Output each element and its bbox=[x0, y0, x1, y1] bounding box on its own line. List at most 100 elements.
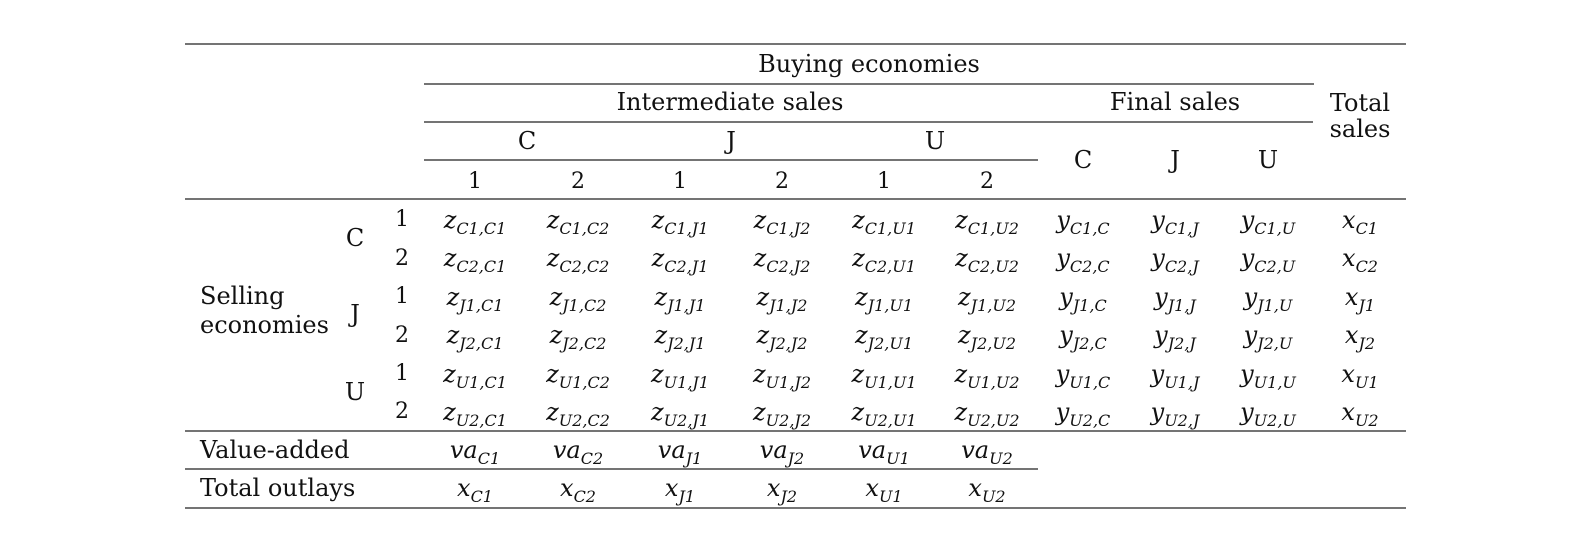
table-cell: yJ1,U bbox=[1243, 283, 1293, 315]
table-cell: zJ2,C1 bbox=[446, 321, 504, 353]
header-sector: 2 bbox=[571, 169, 585, 194]
stub-sector: 1 bbox=[395, 207, 409, 232]
header-sector: 2 bbox=[775, 169, 789, 194]
stub-country-j: J bbox=[347, 300, 360, 328]
table-cell: zU2,C1 bbox=[442, 398, 507, 430]
table-cell: xJ2 bbox=[1345, 321, 1375, 353]
table-cell: zC2,C2 bbox=[546, 244, 610, 276]
table-cell: zC2,U2 bbox=[954, 244, 1019, 276]
table-cell: yJ1,J bbox=[1153, 283, 1197, 315]
table-cell: zJ2,J2 bbox=[756, 321, 808, 353]
table-cell: yU2,J bbox=[1150, 398, 1201, 430]
table-cell: zU1,U2 bbox=[953, 360, 1019, 392]
table-cell: yC2,J bbox=[1150, 244, 1200, 276]
table-cell: zU2,J1 bbox=[650, 398, 709, 430]
stub-sector: 2 bbox=[395, 399, 409, 424]
value-added-cell: vaJ2 bbox=[760, 436, 804, 468]
intermediate-sales-header: Intermediate sales bbox=[617, 88, 844, 116]
total-sales-header-line1: Total bbox=[1330, 89, 1390, 117]
total-sales-header-line2: sales bbox=[1330, 115, 1391, 143]
final-country-u: U bbox=[1258, 146, 1278, 174]
table-cell: zU1,U1 bbox=[850, 360, 916, 392]
table-cell: yC1,C bbox=[1055, 206, 1109, 238]
table-cell: zU1,J1 bbox=[650, 360, 709, 392]
table-cell: xU1 bbox=[1341, 360, 1378, 392]
table-cell: zC2,J1 bbox=[651, 244, 709, 276]
table-cell: zU2,J2 bbox=[752, 398, 811, 430]
table-cell: zJ1,J1 bbox=[654, 283, 706, 315]
table-cell: xC2 bbox=[1342, 244, 1378, 276]
table-cell: yU1,C bbox=[1055, 360, 1111, 392]
stub-sector: 2 bbox=[395, 246, 409, 271]
table-cell: zJ2,J1 bbox=[654, 321, 706, 353]
table-cell: zU2,U2 bbox=[953, 398, 1019, 430]
table-cell: zU2,U1 bbox=[850, 398, 916, 430]
table-cell: zC2,U1 bbox=[851, 244, 916, 276]
table-cell: xJ1 bbox=[1345, 283, 1375, 315]
header-country-c: C bbox=[518, 127, 536, 155]
header-country-u: U bbox=[925, 127, 945, 155]
table-cell: zJ1,C2 bbox=[549, 283, 607, 315]
header-sector: 1 bbox=[877, 169, 891, 194]
table-cell: zJ2,U1 bbox=[854, 321, 913, 353]
total-outlays-cell: xC2 bbox=[560, 474, 596, 506]
table-cell: yJ2,J bbox=[1153, 321, 1197, 353]
final-country-c: C bbox=[1074, 146, 1092, 174]
table-cell: zC1,U1 bbox=[851, 206, 916, 238]
table-cell: zJ2,U2 bbox=[957, 321, 1016, 353]
final-sales-header: Final sales bbox=[1110, 88, 1240, 116]
selling-economies-label-line2: economies bbox=[200, 311, 329, 339]
table-cell: zC1,C1 bbox=[443, 206, 507, 238]
table-cell: yC1,U bbox=[1240, 206, 1296, 238]
stub-sector: 1 bbox=[395, 361, 409, 386]
selling-economies-label-line1: Selling bbox=[200, 282, 285, 310]
table-cell: zU1,C2 bbox=[545, 360, 610, 392]
total-outlays-cell: xU2 bbox=[968, 474, 1005, 506]
value-added-cell: vaJ1 bbox=[658, 436, 702, 468]
stub-country-c: C bbox=[346, 224, 364, 252]
table-cell: yJ1,C bbox=[1058, 283, 1106, 315]
table-cell: yJ2,C bbox=[1058, 321, 1106, 353]
table-cell: zU1,C1 bbox=[442, 360, 507, 392]
table-cell: zU2,C2 bbox=[545, 398, 610, 430]
table-cell: zJ2,C2 bbox=[549, 321, 607, 353]
total-outlays-cell: xJ1 bbox=[665, 474, 695, 506]
stub-country-u: U bbox=[345, 378, 365, 406]
buying-economies-header: Buying economies bbox=[758, 50, 980, 78]
table-cell: xU2 bbox=[1341, 398, 1378, 430]
value-added-cell: vaU1 bbox=[858, 436, 910, 468]
table-cell: yU2,C bbox=[1055, 398, 1111, 430]
table-cell: zC1,U2 bbox=[954, 206, 1019, 238]
table-cell: zJ1,J2 bbox=[756, 283, 808, 315]
stub-sector: 2 bbox=[395, 323, 409, 348]
table-cell: zC2,J2 bbox=[753, 244, 811, 276]
total-outlays-cell: xU1 bbox=[865, 474, 902, 506]
table-cell: zJ1,C1 bbox=[446, 283, 504, 315]
header-sector: 2 bbox=[980, 169, 994, 194]
value-added-cell: vaC2 bbox=[553, 436, 603, 468]
table-cell: yU1,J bbox=[1150, 360, 1201, 392]
stub-sector: 1 bbox=[395, 284, 409, 309]
table-cell: yJ2,U bbox=[1243, 321, 1293, 353]
table-cell: zC2,C1 bbox=[443, 244, 507, 276]
value-added-cell: vaC1 bbox=[450, 436, 500, 468]
table-cell: zJ1,U1 bbox=[854, 283, 913, 315]
table-cell: yC1,J bbox=[1150, 206, 1200, 238]
header-sector: 1 bbox=[468, 169, 482, 194]
table-cell: zC1,C2 bbox=[546, 206, 610, 238]
table-cell: yC2,U bbox=[1240, 244, 1296, 276]
value-added-cell: vaU2 bbox=[961, 436, 1013, 468]
table-cell: zU1,J2 bbox=[752, 360, 811, 392]
total-outlays-cell: xJ2 bbox=[767, 474, 797, 506]
value-added-label: Value-added bbox=[199, 436, 349, 464]
table-cell: yC2,C bbox=[1055, 244, 1109, 276]
table-cell: zC1,J2 bbox=[753, 206, 811, 238]
total-outlays-label: Total outlays bbox=[200, 474, 355, 502]
total-outlays-cell: xC1 bbox=[457, 474, 493, 506]
table-cell: yU2,U bbox=[1239, 398, 1296, 430]
table-cell: zC1,J1 bbox=[651, 206, 709, 238]
table-cell: yU1,U bbox=[1239, 360, 1296, 392]
table-cells: zC1,C1 zC1,C2 zC1,J1 zC1,J2 zC1,U1 zC1,U2 yC1,… bbox=[442, 206, 1379, 506]
table-cell: xC1 bbox=[1342, 206, 1378, 238]
